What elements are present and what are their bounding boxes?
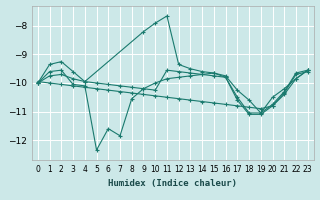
X-axis label: Humidex (Indice chaleur): Humidex (Indice chaleur)	[108, 179, 237, 188]
